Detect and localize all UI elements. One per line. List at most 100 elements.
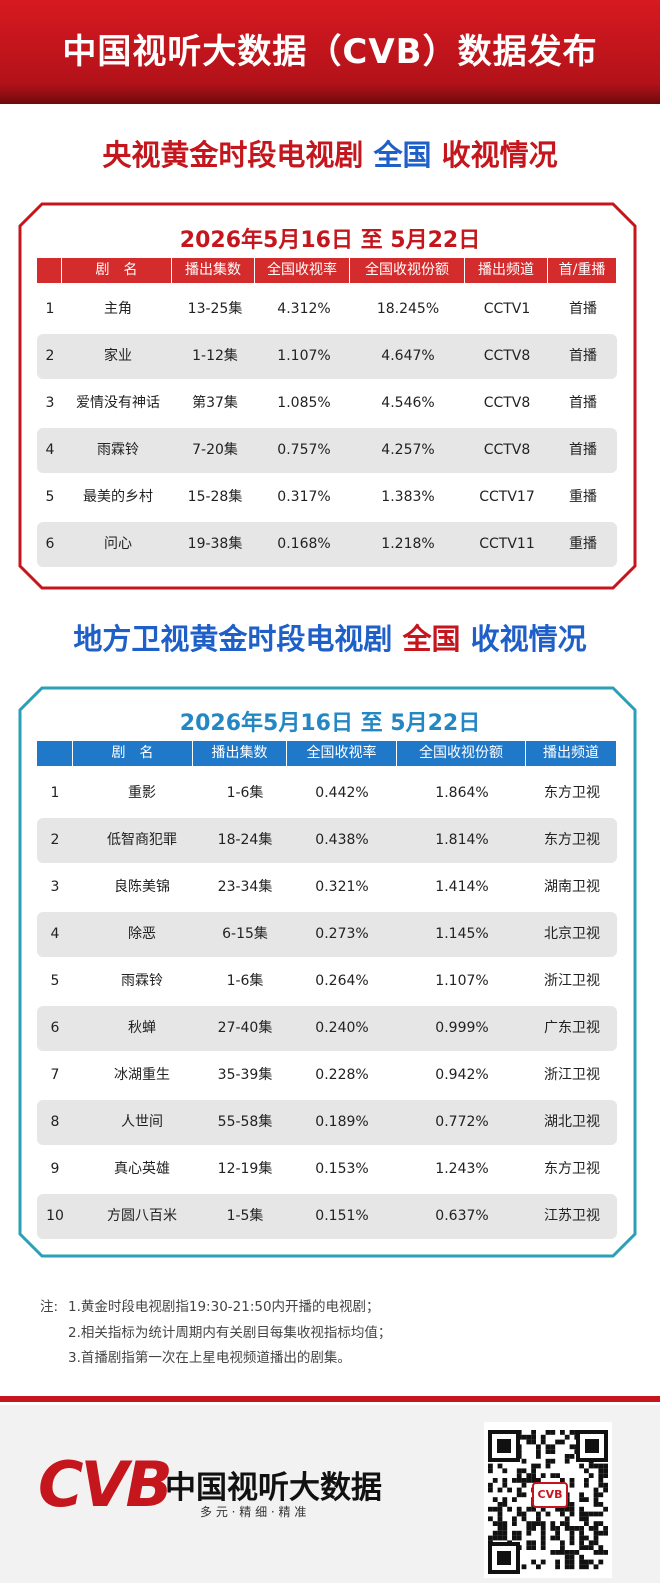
qr-module (502, 1535, 508, 1541)
note: 2.相关指标为统计周期内有关剧目每集收视指标均值； (68, 1325, 392, 1341)
qr-module (584, 1559, 589, 1565)
qr-module (598, 1530, 604, 1536)
qr-module (497, 1502, 503, 1507)
table-cell: 9 (50, 1161, 60, 1177)
table-cell: 重影 (128, 785, 156, 801)
qr-module (516, 1473, 522, 1478)
table-cell: 1.864% (435, 785, 489, 801)
logo: CVB (38, 1448, 173, 1521)
qr-module (564, 1521, 570, 1526)
qr-module (593, 1526, 599, 1531)
table-cell: 0.317% (277, 489, 331, 505)
qr-module (521, 1434, 527, 1440)
qr-module (512, 1516, 517, 1522)
qr-module (531, 1430, 536, 1435)
qr-module (516, 1530, 522, 1536)
table-cell: 55-58集 (217, 1114, 273, 1130)
qr-module (526, 1434, 532, 1440)
qr-module (564, 1559, 570, 1565)
table-cell: 冰湖重生 (114, 1067, 170, 1083)
heading-part: 地方卫视黄金时段电视剧 (73, 622, 393, 656)
table-cell: 1-6集 (226, 973, 264, 989)
qr-module (584, 1468, 589, 1474)
table-cell: CCTV8 (483, 442, 531, 458)
qr-module (507, 1506, 512, 1512)
table-cell: 东方卫视 (544, 832, 600, 848)
heading-part: 央视黄金时段电视剧 (102, 138, 364, 172)
qr-module (555, 1473, 560, 1478)
table-cell: 首播 (569, 442, 597, 458)
qr-module (569, 1482, 575, 1488)
qr-module (526, 1521, 532, 1526)
qr-module (531, 1463, 536, 1469)
table-cell: 浙江卫视 (544, 1067, 600, 1083)
qr-module (569, 1554, 575, 1560)
heading-part: 收视情况 (441, 138, 558, 172)
qr-module (502, 1468, 508, 1474)
qr-module (531, 1545, 536, 1550)
qr-module (564, 1454, 570, 1459)
table-cell: 湖南卫视 (544, 879, 600, 895)
qr-module (555, 1506, 560, 1512)
qr-module (531, 1473, 536, 1478)
table-cell: 10 (46, 1208, 64, 1224)
qr-module (579, 1564, 584, 1570)
table-cell: 1.085% (277, 395, 331, 411)
table-cell: 0.438% (315, 832, 369, 848)
qr-module (497, 1551, 511, 1565)
table-cell: 真心英雄 (114, 1161, 170, 1177)
table-cell: 0.442% (315, 785, 369, 801)
table-cell: 27-40集 (217, 1020, 273, 1036)
table-cell: 4.647% (381, 348, 435, 364)
note: 3.首播剧指第一次在上星电视频道播出的剧集。 (68, 1350, 351, 1366)
qr-module (603, 1463, 608, 1469)
table-cell: 重播 (569, 489, 597, 505)
table-cell: 6 (50, 1020, 60, 1036)
qr-module (550, 1449, 556, 1454)
table-cell: 4.546% (381, 395, 435, 411)
qr-module (593, 1487, 599, 1493)
qr-module (579, 1526, 584, 1531)
qr-module (492, 1521, 498, 1526)
table-cell: 浙江卫视 (544, 973, 600, 989)
date-range: 2026年5月16日 至 5月22日 (179, 711, 481, 736)
qr-module (531, 1559, 536, 1565)
qr-module (488, 1535, 493, 1541)
qr-module (603, 1506, 608, 1512)
table-cell: 北京卫视 (544, 926, 600, 942)
table-cell: 雨霖铃 (121, 973, 163, 989)
divider (0, 1396, 660, 1402)
heading-part: 全国 (373, 138, 432, 172)
qr-module (593, 1497, 599, 1502)
qr-module (555, 1530, 560, 1536)
qr-module (536, 1521, 541, 1526)
table-cell: CCTV17 (479, 489, 535, 505)
qr-module (502, 1478, 508, 1483)
table-cell: 广东卫视 (544, 1020, 600, 1036)
qr-module (598, 1482, 604, 1488)
qr-module (588, 1511, 594, 1517)
qr-module (531, 1526, 536, 1531)
qr-module (521, 1458, 527, 1464)
qr-module (526, 1506, 532, 1512)
qr-module (492, 1535, 498, 1541)
qr-module (516, 1535, 522, 1541)
table-cell: CCTV8 (483, 348, 531, 364)
qr-module (560, 1439, 565, 1445)
qr-module (536, 1478, 541, 1483)
qr-module (574, 1550, 580, 1555)
qr-module (569, 1559, 575, 1565)
qr-module (564, 1434, 570, 1440)
brand: 中国视听大数据 (165, 1470, 382, 1506)
table-cell: 15-28集 (187, 489, 243, 505)
qr-module (488, 1487, 493, 1493)
date-range: 2026年5月16日 至 5月22日 (179, 228, 481, 253)
qr-module (502, 1526, 508, 1531)
qr-module (598, 1478, 604, 1483)
qr-module (569, 1511, 575, 1517)
qr-module (555, 1559, 560, 1565)
qr-module (521, 1492, 527, 1498)
table-cell: 除恶 (128, 926, 156, 942)
table-cell: 2 (50, 832, 60, 848)
